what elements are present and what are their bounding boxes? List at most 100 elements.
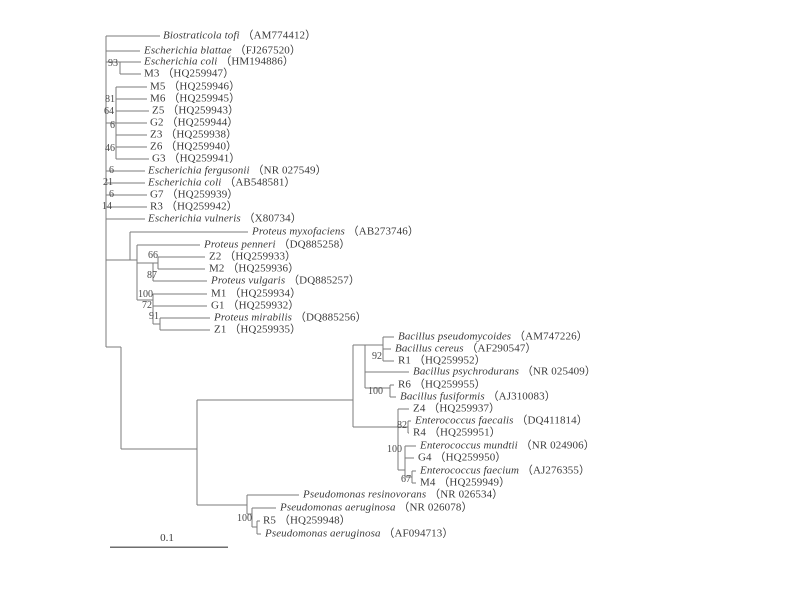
taxon-label: Z6 （HQ259940） bbox=[150, 140, 238, 153]
taxon-name: G4 bbox=[418, 451, 432, 464]
taxon-accession: （HQ259939） bbox=[163, 188, 239, 201]
taxon-name: Escherichia fergusonii bbox=[148, 164, 250, 177]
taxon-name: Escherichia coli bbox=[148, 176, 222, 189]
taxon-name: M5 bbox=[150, 80, 166, 93]
taxon-accession: （AJ310083） bbox=[484, 390, 556, 403]
taxon-accession: （HQ259946） bbox=[165, 80, 241, 93]
taxon-accession: （AJ276355） bbox=[519, 464, 591, 477]
taxon-accession: （HQ259940） bbox=[162, 140, 238, 153]
taxon-name: Bacillus cereus bbox=[395, 342, 464, 355]
taxon-label: Pseudomonas aeruginosa （AF094713） bbox=[265, 527, 454, 540]
taxon-label: Escherichia coli （HM194886） bbox=[144, 55, 294, 68]
taxon-label: R3 （HQ259942） bbox=[150, 200, 238, 213]
taxon-accession: （HQ259933） bbox=[221, 250, 297, 263]
taxon-label: G7 （HQ259939） bbox=[150, 188, 239, 201]
taxon-label: R1 （HQ259952） bbox=[398, 354, 486, 367]
taxon-label: M2 （HQ259936） bbox=[209, 262, 300, 275]
taxon-name: G3 bbox=[152, 152, 166, 165]
taxon-label: G4 （HQ259950） bbox=[418, 451, 506, 464]
taxon-name: Z3 bbox=[150, 128, 163, 141]
bootstrap-value: 72 bbox=[142, 300, 152, 311]
taxon-accession: （HQ259945） bbox=[165, 92, 241, 105]
taxon-accession: （AB273746） bbox=[344, 225, 419, 238]
bootstrap-value: 21 bbox=[103, 177, 113, 188]
taxon-label: Z5 （HQ259943） bbox=[152, 104, 239, 117]
bootstrap-value: 87 bbox=[147, 270, 157, 281]
taxon-accession: （HQ259952） bbox=[411, 354, 486, 367]
bootstrap-value: 14 bbox=[102, 201, 112, 212]
taxon-name: Proteus penneri bbox=[204, 238, 276, 251]
taxon-label: Biostraticola tofi （AM774412） bbox=[163, 29, 317, 42]
taxon-label: Proteus myxofaciens （AB273746） bbox=[252, 225, 419, 238]
taxon-accession: （DQ885256） bbox=[292, 311, 367, 324]
taxon-accession: （AM774412） bbox=[239, 29, 317, 42]
taxon-name: R3 bbox=[150, 200, 164, 213]
taxon-name: R1 bbox=[398, 354, 412, 367]
taxon-name: M1 bbox=[211, 287, 227, 300]
taxon-name: Z1 bbox=[214, 323, 227, 336]
taxon-label: Z3 （HQ259938） bbox=[150, 128, 237, 141]
taxon-accession: （AM747226） bbox=[511, 330, 588, 343]
taxon-name: Enterococcus mundtii bbox=[420, 439, 518, 452]
bootstrap-value: 93 bbox=[108, 58, 118, 69]
taxon-label: Pseudomonas resinovorans （NR 026534） bbox=[303, 488, 504, 501]
taxon-accession: （HQ259937） bbox=[425, 402, 501, 415]
taxon-name: Bacillus psychrodurans bbox=[413, 365, 519, 378]
bootstrap-value: 64 bbox=[104, 106, 114, 117]
taxon-label: Z2 （HQ259933） bbox=[209, 250, 297, 263]
taxon-name: Enterococcus faecalis bbox=[415, 414, 514, 427]
bootstrap-value: 67 bbox=[401, 474, 411, 485]
taxon-name: Escherichia coli bbox=[144, 55, 218, 68]
taxon-accession: （HQ259951） bbox=[426, 426, 501, 439]
taxon-accession: （HM194886） bbox=[217, 55, 294, 68]
taxon-label: Z1 （HQ259935） bbox=[214, 323, 302, 336]
taxon-name: R5 bbox=[263, 514, 277, 527]
taxon-name: Bacillus pseudomycoides bbox=[398, 330, 512, 343]
taxon-accession: （HQ259936） bbox=[224, 262, 300, 275]
taxon-name: Z5 bbox=[152, 104, 165, 117]
taxon-label: Enterococcus mundtii （NR 024906） bbox=[420, 439, 595, 452]
taxon-name: M4 bbox=[420, 476, 436, 489]
taxon-accession: （NR 024906） bbox=[517, 439, 595, 452]
taxon-accession: （NR 026078） bbox=[395, 501, 473, 514]
taxon-name: Enterococcus faecium bbox=[420, 464, 520, 477]
taxon-name: M2 bbox=[209, 262, 225, 275]
taxon-name: Pseudomonas aeruginosa bbox=[265, 527, 381, 540]
taxon-label: Escherichia blattae （FJ267520） bbox=[144, 45, 301, 57]
taxon-label: Enterococcus faecalis （DQ411814） bbox=[415, 414, 588, 427]
bootstrap-value: 66 bbox=[148, 250, 158, 261]
taxon-name: Pseudomonas aeruginosa bbox=[280, 501, 396, 514]
taxon-label: Escherichia coli （AB548581） bbox=[148, 176, 296, 189]
taxon-label: Pseudomonas aeruginosa （NR 026078） bbox=[280, 501, 473, 514]
bootstrap-value: 82 bbox=[397, 420, 407, 431]
taxon-name: Biostraticola tofi bbox=[163, 29, 240, 42]
taxon-accession: （HQ259932） bbox=[224, 299, 300, 312]
taxon-label: Escherichia fergusonii （NR 027549） bbox=[148, 164, 327, 177]
bootstrap-value: 100 bbox=[237, 513, 252, 524]
taxon-accession: （DQ885258） bbox=[275, 238, 351, 251]
taxon-accession: （HQ259955） bbox=[411, 378, 486, 391]
bootstrap-value: 100 bbox=[368, 386, 383, 397]
taxon-accession: （AB548581） bbox=[221, 176, 296, 189]
taxon-label: Z4 （HQ259937） bbox=[413, 402, 501, 415]
taxon-label: R6 （HQ259955） bbox=[398, 378, 486, 391]
taxon-accession: （DQ411814） bbox=[513, 414, 588, 427]
taxon-accession: （HQ259935） bbox=[226, 323, 302, 336]
taxon-label: Enterococcus faecium （AJ276355） bbox=[420, 464, 591, 477]
taxon-label: R5 （HQ259948） bbox=[263, 514, 351, 527]
taxon-name: Proteus myxofaciens bbox=[252, 225, 345, 238]
taxon-label: Bacillus cereus （AF290547） bbox=[395, 342, 537, 355]
taxon-label: M1 （HQ259934） bbox=[211, 287, 301, 300]
bootstrap-value: 100 bbox=[138, 289, 153, 300]
taxon-name: Z6 bbox=[150, 140, 163, 153]
taxon-accession: （NR 026534） bbox=[426, 488, 504, 501]
taxon-accession: （AF094713） bbox=[380, 527, 454, 540]
bootstrap-value: 81 bbox=[105, 94, 115, 105]
taxon-accession: （DQ885257） bbox=[285, 274, 360, 287]
taxon-accession: （HQ259947） bbox=[159, 67, 235, 80]
taxon-label: M6 （HQ259945） bbox=[150, 92, 241, 105]
taxon-name: Proteus vulgaris bbox=[211, 274, 286, 287]
taxon-label: Bacillus pseudomycoides （AM747226） bbox=[398, 330, 588, 343]
